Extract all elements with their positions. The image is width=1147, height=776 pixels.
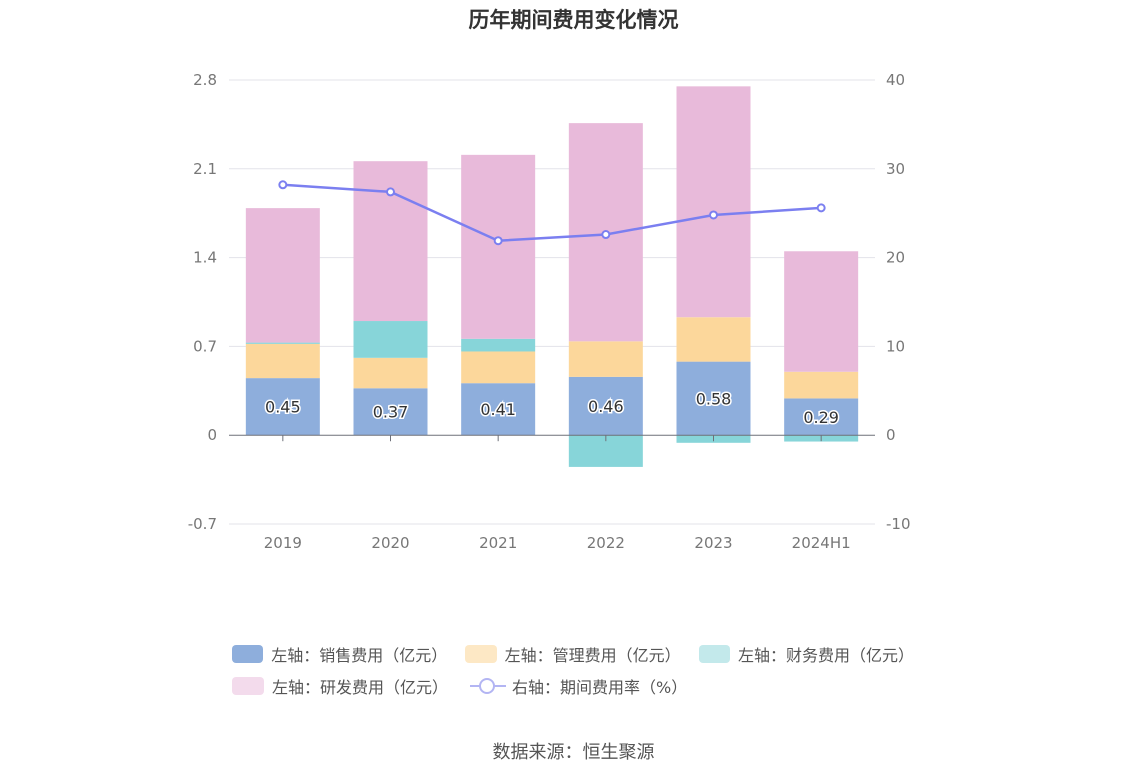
y-left-tick-label: 2.8 <box>193 71 217 89</box>
legend-label-admin: 左轴：管理费用（亿元） <box>504 646 681 665</box>
bar-3-2024H1 <box>784 251 859 372</box>
bar-0-2019 <box>245 378 320 436</box>
legend: 左轴：销售费用（亿元） 左轴：管理费用（亿元） 左轴：财务费用（亿元） 左轴：研… <box>232 638 932 702</box>
legend-swatch-expense-rate <box>470 677 507 695</box>
bar-data-label: 0.37 <box>373 403 409 422</box>
axes: -0.7 0 0.7 1.4 2.1 2.8 -10 0 10 20 30 40 2019 2020 202… <box>188 71 911 552</box>
legend-item-sales[interactable]: 左轴：销售费用（亿元） <box>232 642 448 666</box>
legend-label-sales: 左轴：销售费用（亿元） <box>271 646 448 665</box>
bar-1-2023 <box>676 317 751 362</box>
bar-0-2021 <box>461 383 536 436</box>
x-tick-label: 2020 <box>371 534 409 552</box>
y-right-tick-label: 30 <box>886 160 905 178</box>
bar-0-2023 <box>676 361 751 436</box>
line-path-0 <box>282 183 822 242</box>
bar-3-2023 <box>676 86 751 318</box>
data-source: 数据来源：恒生聚源 <box>492 742 655 763</box>
bar-1-2020 <box>353 357 428 389</box>
y-right-tick-label: 10 <box>886 337 905 355</box>
x-tick-label: 2022 <box>587 534 625 552</box>
bar-0-2020 <box>353 388 428 436</box>
chart-plot: -0.7 0 0.7 1.4 2.1 2.8 -10 0 10 20 30 40 2019 2020 202… <box>188 71 911 552</box>
legend-label-rnd: 左轴：研发费用（亿元） <box>272 678 449 697</box>
bar-1-2021 <box>461 351 536 384</box>
bar-3-2020 <box>353 161 428 322</box>
legend-row-2: 左轴：研发费用（亿元） 右轴：期间费用率（%） <box>232 670 932 702</box>
x-tick-label: 2021 <box>479 534 517 552</box>
bar-1-2019 <box>245 343 320 379</box>
x-tick-label: 2019 <box>264 534 302 552</box>
legend-label-finance: 左轴：财务费用（亿元） <box>737 646 914 665</box>
y-right-tick-label: -10 <box>886 515 911 533</box>
chart-title: 历年期间费用变化情况 <box>468 8 679 32</box>
legend-swatch-sales <box>232 645 264 663</box>
y-left-tick-label: -0.7 <box>188 515 217 533</box>
line-point <box>601 230 611 240</box>
line-point <box>278 180 288 190</box>
legend-row-1: 左轴：销售费用（亿元） 左轴：管理费用（亿元） 左轴：财务费用（亿元） <box>232 638 932 670</box>
y-left-tick-label: 0.7 <box>193 337 217 355</box>
bar-0-2024H1 <box>784 398 859 436</box>
legend-swatch-finance <box>698 645 730 663</box>
grid-lines <box>229 79 875 525</box>
bar-1-2024H1 <box>784 371 859 399</box>
legend-label-expense-rate: 右轴：期间费用率（%） <box>512 678 688 697</box>
legend-item-rnd[interactable]: 左轴：研发费用（亿元） <box>232 674 448 698</box>
y-left-tick-label: 2.1 <box>193 160 217 178</box>
bar-2-2021 <box>461 338 536 352</box>
line-point <box>493 236 503 246</box>
bar-data-label: 0.41 <box>480 400 516 419</box>
y-right-tick-label: 20 <box>886 249 905 267</box>
bar-2-2020 <box>353 321 428 358</box>
line-point <box>709 210 718 220</box>
line-series <box>278 180 826 246</box>
y-right-tick-label: 0 <box>886 426 896 444</box>
legend-item-expense-rate[interactable]: 右轴：期间费用率（%） <box>470 674 687 698</box>
legend-item-finance[interactable]: 左轴：财务费用（亿元） <box>698 642 914 666</box>
data-labels: 0.45 0.37 0.41 0.46 0.58 0.29 <box>264 388 841 428</box>
line-point <box>386 187 395 197</box>
bar-3-2021 <box>461 154 536 339</box>
bar-series <box>245 86 859 467</box>
legend-swatch-admin <box>465 645 497 663</box>
x-tick-label: 2023 <box>694 534 732 552</box>
bar-data-label: 0.45 <box>265 398 301 417</box>
y-left-tick-label: 0 <box>207 426 217 444</box>
bar-3-2019 <box>245 208 320 343</box>
bar-1-2022 <box>568 341 643 377</box>
bar-0-2022 <box>568 376 643 436</box>
legend-swatch-rnd <box>232 677 264 695</box>
y-left-tick-label: 1.4 <box>193 249 217 267</box>
x-tick-label: 2024H1 <box>792 534 851 552</box>
bar-data-label: 0.46 <box>588 397 624 416</box>
bar-data-label: 0.29 <box>803 408 839 427</box>
legend-item-admin[interactable]: 左轴：管理费用（亿元） <box>465 642 681 666</box>
y-right-tick-label: 40 <box>886 71 905 89</box>
bar-2-2019 <box>245 342 320 344</box>
bar-data-label: 0.58 <box>696 389 732 408</box>
line-point <box>816 203 826 213</box>
